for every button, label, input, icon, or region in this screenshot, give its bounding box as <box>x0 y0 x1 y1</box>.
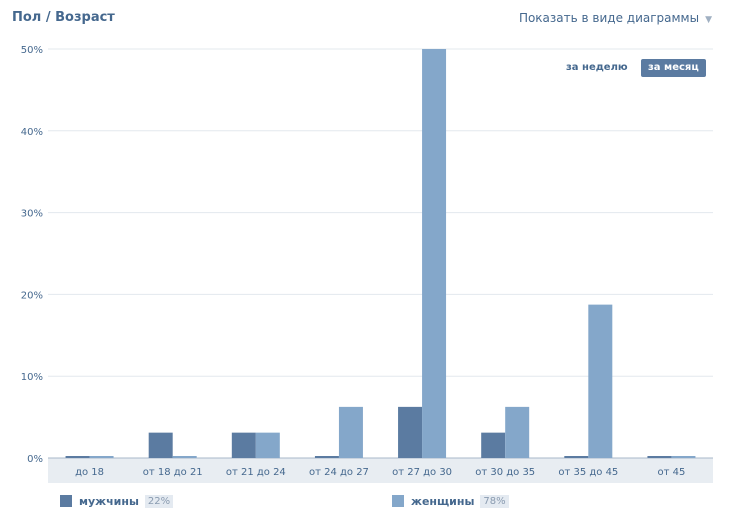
bar-men[interactable] <box>481 432 506 458</box>
legend-women[interactable]: женщины 78% <box>392 494 509 508</box>
chevron-down-icon: ▼ <box>705 15 712 25</box>
bar-women[interactable] <box>172 456 197 458</box>
bar-women[interactable] <box>422 49 447 458</box>
bar-chart: 0% 10% 20% 30% 40% 50% до 18 от 18 до 21 от 21 … <box>21 45 713 483</box>
bar-men[interactable] <box>647 456 672 458</box>
legend-men-swatch <box>60 495 72 507</box>
x-axis-band <box>48 458 713 483</box>
legend-men-label: мужчины <box>79 494 139 508</box>
y-tick-label: 40% <box>21 127 43 138</box>
chart-title: Пол / Возраст <box>12 10 115 25</box>
bar-women[interactable] <box>671 456 696 458</box>
legend-men[interactable]: мужчины 22% <box>60 494 174 508</box>
x-tick-label: от 35 до 45 <box>558 467 618 478</box>
period-week-button[interactable]: за неделю <box>566 62 628 73</box>
bar-women[interactable] <box>505 406 530 458</box>
x-tick-label: от 27 до 30 <box>392 467 452 478</box>
y-tick-label: 50% <box>21 45 43 56</box>
x-tick-label: от 24 до 27 <box>309 467 369 478</box>
legend-women-swatch <box>392 495 404 507</box>
bar-men[interactable] <box>65 456 90 458</box>
y-tick-label: 30% <box>21 209 43 220</box>
legend-women-label: женщины <box>411 494 475 508</box>
x-tick-label: от 30 до 35 <box>475 467 535 478</box>
y-tick-label: 10% <box>21 372 43 383</box>
y-tick-label: 0% <box>27 454 43 465</box>
bar-men[interactable] <box>148 432 173 458</box>
bar-men[interactable] <box>231 432 256 458</box>
bar-women[interactable] <box>255 432 280 458</box>
x-tick-label: от 21 до 24 <box>226 467 286 478</box>
bar-women[interactable] <box>338 406 363 458</box>
y-tick-label: 20% <box>21 290 43 301</box>
bar-women[interactable] <box>588 304 613 458</box>
bar-men[interactable] <box>314 456 339 458</box>
legend-men-percent: 22% <box>144 494 174 508</box>
x-tick-label: от 45 <box>658 467 686 478</box>
bar-men[interactable] <box>398 406 423 458</box>
show-as-diagram-label: Показать в виде диаграммы <box>518 11 700 25</box>
period-month-button[interactable]: за месяц <box>641 59 706 77</box>
bar-women[interactable] <box>89 456 114 458</box>
legend-women-percent: 78% <box>480 494 509 508</box>
show-as-diagram-dropdown[interactable]: Показать в виде диаграммы ▼ <box>519 11 712 25</box>
x-tick-label: от 18 до 21 <box>143 467 203 478</box>
x-tick-label: до 18 <box>75 467 104 478</box>
bar-men[interactable] <box>564 456 589 458</box>
